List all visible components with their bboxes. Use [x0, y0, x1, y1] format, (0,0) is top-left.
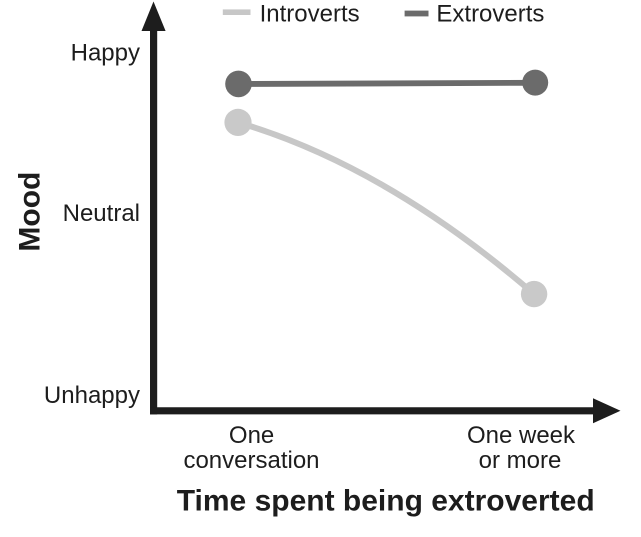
svg-text:Time spent being extroverted: Time spent being extroverted [177, 485, 595, 518]
svg-text:One: One [229, 422, 274, 449]
svg-text:or more: or more [479, 447, 562, 474]
svg-text:Happy: Happy [71, 40, 140, 67]
svg-text:conversation: conversation [183, 447, 319, 474]
svg-text:Mood: Mood [14, 172, 47, 252]
svg-text:One week: One week [467, 422, 576, 449]
svg-text:Neutral: Neutral [63, 200, 140, 227]
svg-text:Extroverts: Extroverts [436, 1, 544, 28]
svg-text:Unhappy: Unhappy [44, 382, 140, 409]
svg-text:Introverts: Introverts [260, 1, 360, 28]
